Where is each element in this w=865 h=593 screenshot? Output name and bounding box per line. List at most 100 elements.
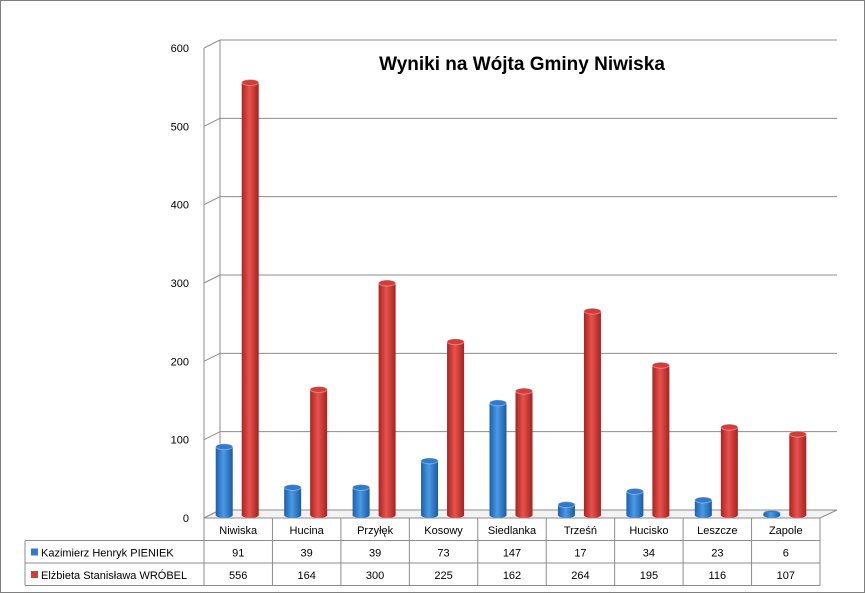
x-category-label: Hucisko	[629, 525, 668, 537]
data-label: 91	[232, 548, 244, 560]
bar-base	[515, 512, 533, 518]
bar-top	[309, 386, 328, 394]
bar-top	[378, 279, 397, 287]
data-label: 556	[229, 570, 247, 582]
bar-base	[583, 512, 601, 518]
legend-label: Elżbieta Stanisława WRÓBEL	[41, 569, 187, 582]
bar	[309, 386, 328, 518]
bar	[625, 487, 644, 518]
data-label: 300	[366, 570, 384, 582]
bar-body	[515, 391, 533, 515]
data-label: 164	[297, 570, 315, 582]
bar	[378, 279, 397, 518]
bar	[446, 338, 465, 518]
bar-base	[720, 512, 738, 518]
bar-body	[447, 341, 465, 515]
bar-body	[378, 283, 396, 515]
y-tick-label: 400	[171, 200, 189, 212]
bar-base	[241, 512, 259, 518]
bar-body	[789, 434, 807, 515]
bar-top	[352, 483, 371, 491]
bar-base	[352, 512, 370, 518]
bar-base	[789, 512, 807, 518]
x-category-label: Kosowy	[424, 525, 463, 537]
bar-body	[557, 504, 575, 515]
bar	[720, 423, 739, 518]
legend-label: Kazimierz Henryk PIENIEK	[41, 548, 174, 560]
bar	[352, 483, 371, 518]
data-label: 39	[369, 548, 381, 560]
y-tick-label: 300	[171, 278, 189, 290]
bar	[583, 307, 602, 518]
bar	[762, 509, 781, 518]
bar	[651, 361, 670, 518]
data-label: 147	[503, 548, 521, 560]
y-tick-label: 200	[171, 356, 189, 368]
bar-body	[284, 487, 302, 515]
bar-top	[489, 399, 507, 407]
x-category-label: Trześń	[564, 525, 597, 537]
y-tick-label: 0	[183, 513, 189, 525]
gridline-side	[203, 352, 221, 362]
bar-top	[720, 423, 739, 431]
bar-top	[651, 361, 670, 369]
bar-top	[446, 338, 465, 346]
bar-top	[215, 443, 234, 451]
gridline-side	[203, 39, 221, 49]
data-label: 107	[777, 570, 795, 582]
bar-body	[352, 487, 370, 515]
bar-base	[447, 512, 465, 518]
bar-base	[310, 512, 328, 518]
x-category-label: Hucina	[290, 525, 325, 537]
data-label: 264	[571, 570, 589, 582]
bar-body	[421, 460, 439, 515]
bar-body	[489, 402, 507, 515]
gridline-side	[203, 196, 221, 206]
y-tick-label: 600	[171, 43, 189, 55]
chart-title: Wyniki na Wójta Gminy Niwiska	[379, 54, 665, 75]
bar-body	[720, 427, 738, 515]
bar	[283, 483, 302, 518]
bar-body	[583, 311, 601, 515]
bar-top	[788, 430, 807, 438]
bar-base	[284, 512, 302, 518]
bar-base	[489, 512, 507, 518]
bar-base	[694, 512, 712, 518]
data-label: 195	[640, 570, 658, 582]
legend-swatch	[31, 548, 38, 556]
data-label: 39	[301, 548, 313, 560]
bar	[694, 496, 713, 518]
bar-top	[241, 78, 260, 86]
bar-top	[283, 483, 302, 491]
y-tick-label: 500	[171, 121, 189, 133]
bar-top	[583, 307, 602, 315]
x-category-label: Przyłęk	[357, 525, 394, 537]
data-label: 34	[643, 548, 655, 560]
bar-body	[310, 389, 328, 515]
data-label: 17	[574, 548, 586, 560]
data-label: 73	[437, 548, 449, 560]
data-label: 116	[709, 570, 727, 582]
bar-top	[515, 387, 533, 395]
bar	[489, 399, 507, 518]
bar-base	[557, 512, 575, 518]
bar-body	[694, 499, 712, 515]
x-category-label: Siedlanka	[488, 525, 537, 537]
bar-base	[215, 512, 233, 518]
gridline-side	[203, 274, 221, 284]
bar-base	[652, 512, 670, 518]
data-label: 6	[783, 548, 789, 560]
bar-top	[557, 501, 576, 509]
bar	[215, 443, 234, 518]
bar	[557, 501, 576, 518]
x-category-label: Leszcze	[697, 525, 737, 537]
legend-swatch	[31, 571, 38, 578]
data-label: 23	[711, 548, 723, 560]
bar	[515, 387, 533, 518]
bar-top	[694, 496, 713, 504]
y-tick-label: 100	[171, 435, 189, 447]
bar-body	[241, 82, 259, 515]
bar	[420, 457, 439, 518]
